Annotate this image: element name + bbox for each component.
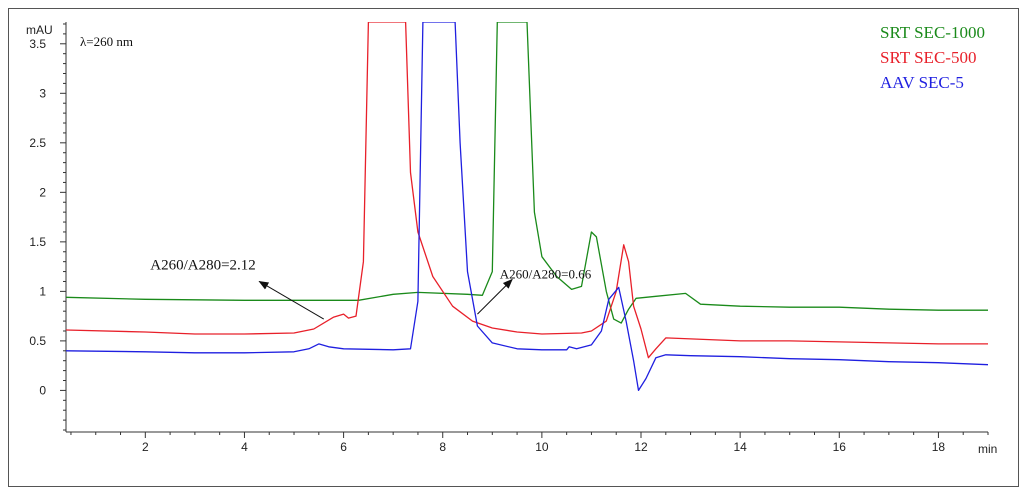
y-tick-label: 3 (39, 86, 46, 100)
chart-frame (8, 8, 1019, 487)
x-tick-label: 14 (733, 440, 747, 454)
series-group (66, 22, 988, 392)
series-line-srt-sec-1000 (66, 22, 988, 324)
x-tick-label: 4 (241, 440, 248, 454)
y-tick-label: 0 (39, 383, 46, 397)
annotation-arrow (477, 278, 513, 315)
y-tick-label: 0.5 (29, 334, 46, 348)
x-tick-label: 2 (142, 440, 149, 454)
legend-entry-srt-sec-1000: SRT SEC-1000 (880, 23, 985, 42)
wavelength-label: λ=260 nm (80, 34, 133, 49)
y-tick-label: 2.5 (29, 136, 46, 150)
y-tick-label: 1.5 (29, 235, 46, 249)
legend-entry-aav-sec-5: AAV SEC-5 (880, 73, 964, 92)
y-tick-label: 3.5 (29, 37, 46, 51)
x-tick-label: 16 (833, 440, 847, 454)
x-tick-label: 6 (340, 440, 347, 454)
y-tick-label: 2 (39, 185, 46, 199)
axes-group: 2 4 6 8 10 12 14 16 18 0 0.5 1 1.5 2 2.5 3 3.5 (29, 22, 989, 454)
x-tick-label: 8 (439, 440, 446, 454)
x-tick-label: 18 (932, 440, 946, 454)
series-line-srt-sec-500 (66, 22, 988, 359)
x-tick-label: 10 (535, 440, 549, 454)
annotation-label: A260/A280=0.66 (500, 266, 592, 281)
annotation-label: A260/A280=2.12 (150, 258, 256, 274)
y-tick-label: 1 (39, 284, 46, 298)
x-tick-label: 12 (634, 440, 648, 454)
x-axis-label: min (978, 442, 997, 456)
y-axis-label: mAU (26, 23, 53, 37)
series-line-aav-sec-5 (66, 22, 988, 392)
annotation-arrow (258, 280, 325, 320)
annotations-group: A260/A280=2.12 A260/A280=0.66 (150, 258, 592, 320)
legend-entry-srt-sec-500: SRT SEC-500 (880, 48, 976, 67)
